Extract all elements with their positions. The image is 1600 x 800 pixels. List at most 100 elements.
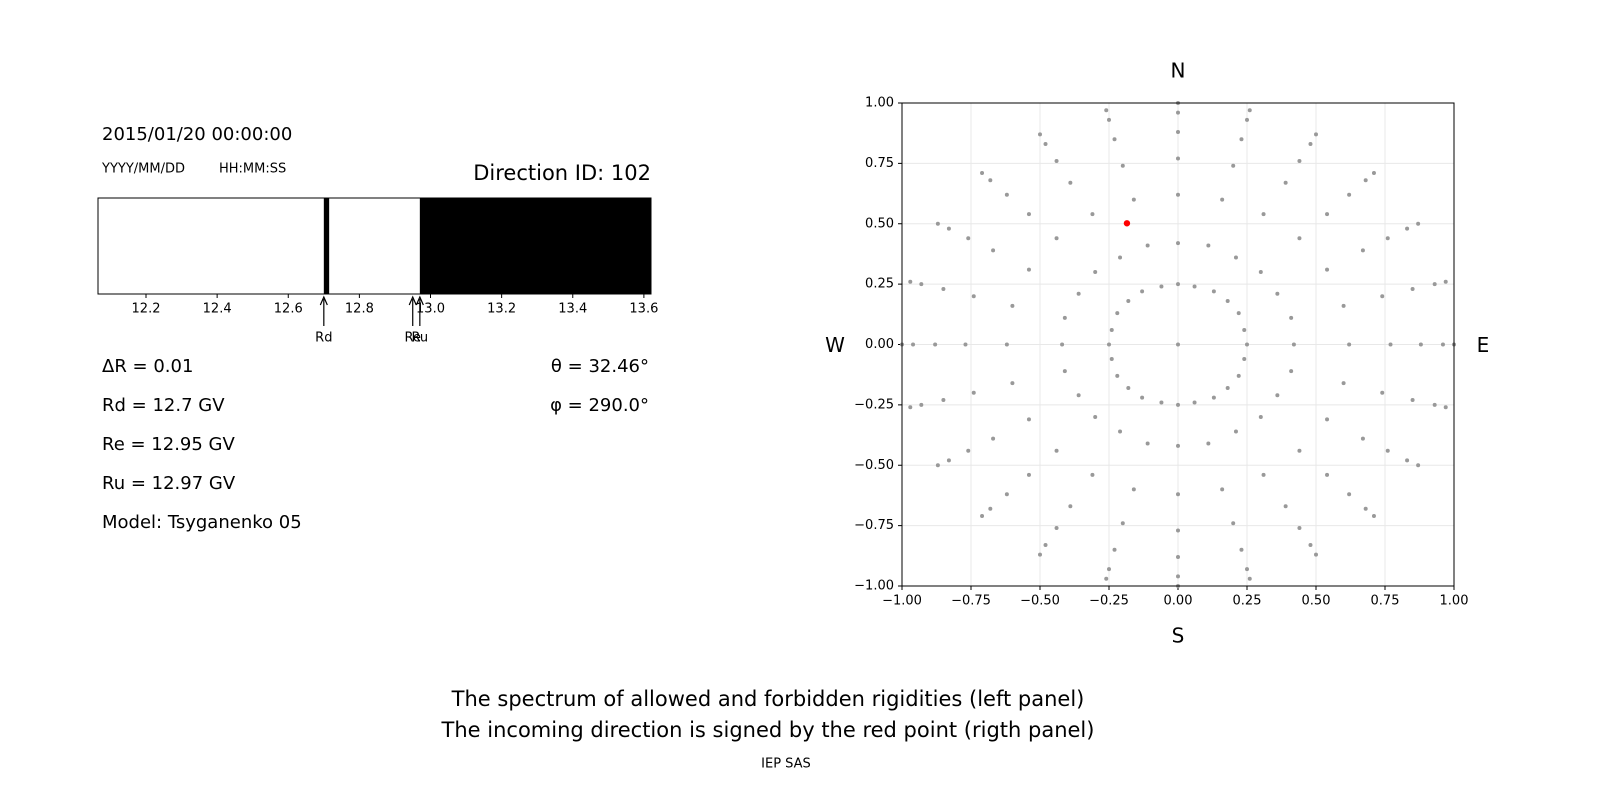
x-tick-label: 0.50 <box>1302 594 1331 609</box>
compass-label: S <box>1172 624 1185 648</box>
x-tick-label: −0.75 <box>951 594 991 609</box>
x-tick-label: 0.25 <box>1233 594 1262 609</box>
direction-point <box>1206 441 1211 446</box>
direction-point <box>1325 417 1330 422</box>
direction-point <box>1062 315 1067 320</box>
direction-point <box>1220 197 1225 202</box>
x-tick-label: 13.6 <box>629 302 658 317</box>
direction-point <box>966 448 971 453</box>
info-text: Re = 12.95 GV <box>102 434 235 455</box>
direction-point <box>1026 472 1031 477</box>
direction-point <box>1159 284 1164 289</box>
direction-point <box>1054 448 1059 453</box>
direction-point <box>1289 369 1294 374</box>
direction-point <box>1010 303 1015 308</box>
x-tick-label: −1.00 <box>882 594 922 609</box>
direction-point <box>1220 487 1225 492</box>
direction-point <box>1245 567 1249 572</box>
y-tick-label: 0.75 <box>865 156 894 171</box>
footer: IEP SAS <box>761 757 811 772</box>
direction-point <box>935 463 940 468</box>
x-tick-label: 0.00 <box>1164 594 1193 609</box>
x-tick-label: 13.0 <box>416 302 445 317</box>
marker-label: Re <box>405 331 421 346</box>
direction-point <box>1176 555 1180 560</box>
direction-point <box>1371 513 1376 518</box>
direction-point <box>1176 192 1180 197</box>
direction-point <box>1140 289 1145 294</box>
direction-point <box>1231 163 1236 168</box>
direction-point <box>1440 342 1445 347</box>
direction-point <box>1107 342 1111 347</box>
direction-point <box>1093 414 1098 419</box>
direction-point <box>980 171 985 176</box>
direction-point <box>1247 108 1252 113</box>
direction-point <box>1206 243 1211 248</box>
direction-point <box>1159 400 1164 405</box>
direction-point <box>1076 393 1081 398</box>
direction-point <box>1405 458 1410 463</box>
forbidden-segment <box>323 198 330 294</box>
direction-point <box>1093 270 1098 275</box>
x-tick-label: 13.2 <box>487 302 516 317</box>
direction-point <box>1416 463 1421 468</box>
direction-point <box>1120 521 1125 526</box>
direction-point <box>1341 303 1346 308</box>
direction-point <box>980 513 985 518</box>
arrow-head <box>319 295 328 306</box>
direction-point <box>988 178 993 183</box>
direction-point <box>1109 328 1114 333</box>
direction-point <box>1145 441 1150 446</box>
x-tick-label: 1.00 <box>1440 594 1469 609</box>
direction-point <box>1231 521 1236 526</box>
direction-point <box>1068 504 1073 509</box>
direction-point <box>1363 178 1368 183</box>
direction-point <box>1176 110 1180 115</box>
direction-point <box>1176 241 1180 246</box>
direction-point <box>1380 390 1385 395</box>
direction-point <box>1043 142 1048 147</box>
direction-point <box>1341 381 1346 386</box>
y-tick-label: 0.50 <box>865 216 894 231</box>
direction-point <box>1242 356 1247 361</box>
direction-point <box>1236 311 1241 316</box>
direction-point <box>1131 197 1136 202</box>
direction-point <box>1026 417 1031 422</box>
direction-point <box>1062 369 1067 374</box>
direction-point <box>1308 542 1313 547</box>
direction-point <box>1123 220 1131 227</box>
direction-point <box>1385 236 1390 241</box>
direction-point <box>1432 402 1437 407</box>
direction-point <box>935 221 940 226</box>
direction-point <box>1297 448 1302 453</box>
direction-point <box>1261 212 1266 217</box>
direction-point <box>1239 547 1244 552</box>
x-tick-label: −0.50 <box>1020 594 1060 609</box>
direction-point <box>1115 311 1120 316</box>
direction-point <box>1004 492 1009 497</box>
direction-point <box>1283 180 1288 185</box>
direction-point <box>1176 443 1180 448</box>
direction-point <box>941 398 946 403</box>
direction-point <box>1245 342 1249 347</box>
direction-point <box>971 390 976 395</box>
direction-point <box>1297 236 1302 241</box>
forbidden-segment <box>419 198 651 294</box>
direction-point <box>1104 108 1109 113</box>
info-text: Rd = 12.7 GV <box>102 395 225 416</box>
direction-point <box>966 236 971 241</box>
direction-point <box>1176 402 1180 407</box>
direction-point <box>1297 158 1302 163</box>
direction-point <box>1432 282 1437 287</box>
direction-point <box>988 506 993 511</box>
direction-point <box>1043 542 1048 547</box>
direction-point <box>1247 576 1252 581</box>
direction-point <box>1314 132 1318 137</box>
x-tick-label: 13.4 <box>558 302 587 317</box>
direction-point <box>908 279 913 284</box>
direction-point <box>919 282 924 287</box>
direction-point <box>1347 342 1352 347</box>
direction-point <box>1283 504 1288 509</box>
direction-point <box>919 402 924 407</box>
